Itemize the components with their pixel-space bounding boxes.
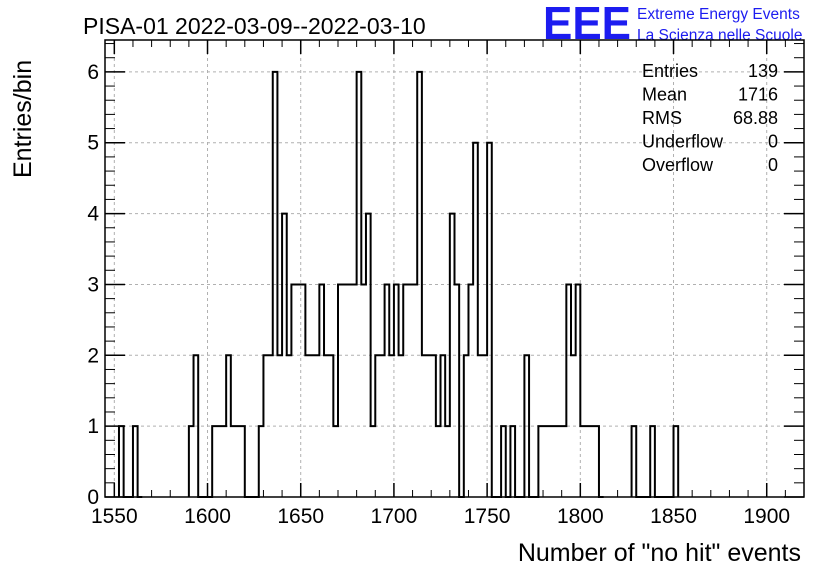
histogram-bin	[343, 284, 348, 497]
histogram-bin	[557, 426, 562, 497]
y-tick-label: 5	[87, 132, 99, 155]
y-tick-label: 0	[87, 486, 99, 509]
chart-title: PISA-01 2022-03-09--2022-03-10	[83, 13, 426, 39]
y-tick-label: 4	[87, 203, 99, 226]
histogram-bin	[347, 284, 352, 497]
x-axis-title: Number of "no hit" events	[518, 539, 801, 567]
x-tick-label: 1900	[743, 505, 790, 528]
y-axis: 0 1 2 3 4 5 6	[87, 43, 804, 509]
stats-value: 0	[768, 155, 778, 175]
histogram-bin	[590, 426, 595, 497]
y-tick-label: 6	[87, 61, 99, 84]
stats-value: 0	[768, 132, 778, 152]
stats-box: Entries 139 Mean 1716 RMS 68.88 Underflow 0 Over…	[642, 61, 778, 175]
x-tick-label: 1650	[277, 505, 324, 528]
plot-frame	[104, 39, 805, 498]
y-axis-title: Entries/bin	[9, 60, 37, 178]
y-tick-label: 2	[87, 344, 99, 367]
logo-line2: La Scienza nelle Scuole	[637, 27, 802, 44]
histogram-bin	[585, 426, 590, 497]
histogram-bin	[548, 426, 553, 497]
logo: EEE Extreme Energy Events La Scienza nel…	[543, 0, 802, 49]
histogram-bin	[231, 426, 236, 497]
logo-letters: EEE	[543, 0, 631, 49]
x-tick-label: 1600	[184, 505, 231, 528]
histogram-bin	[235, 426, 240, 497]
histogram-bin	[217, 426, 222, 497]
stats-value: 68.88	[733, 108, 778, 128]
x-tick-label: 1750	[464, 505, 511, 528]
stats-label: Mean	[642, 85, 687, 105]
histogram-bin	[296, 284, 301, 497]
stats-value: 1716	[738, 85, 778, 105]
histogram-bin	[552, 426, 557, 497]
x-tick-label: 1850	[650, 505, 697, 528]
histogram-bin	[413, 284, 418, 497]
stats-label: Underflow	[642, 132, 724, 152]
stats-label: Overflow	[642, 155, 714, 175]
histogram-bin	[361, 284, 366, 497]
histogram-bin	[562, 426, 567, 497]
histogram-bin	[352, 284, 357, 497]
x-tick-label: 1800	[557, 505, 604, 528]
histogram-bin	[333, 426, 338, 497]
y-tick-label: 3	[87, 273, 99, 296]
stats-label: RMS	[642, 108, 682, 128]
y-tick-label: 1	[87, 415, 99, 438]
histogram-bin	[445, 426, 450, 497]
x-axis: 1550 1600 1650 1700 1750 1800 1850 1900	[91, 40, 805, 528]
histogram-bin	[371, 426, 376, 497]
histogram-bin	[543, 426, 548, 497]
histogram-bin	[222, 426, 227, 497]
x-tick-label: 1550	[91, 505, 138, 528]
stats-value: 139	[748, 61, 778, 81]
histogram-bin	[408, 284, 413, 497]
logo-line1: Extreme Energy Events	[637, 6, 800, 23]
x-tick-label: 1700	[371, 505, 418, 528]
stats-label: Entries	[642, 61, 698, 81]
histogram-bin	[436, 426, 441, 497]
